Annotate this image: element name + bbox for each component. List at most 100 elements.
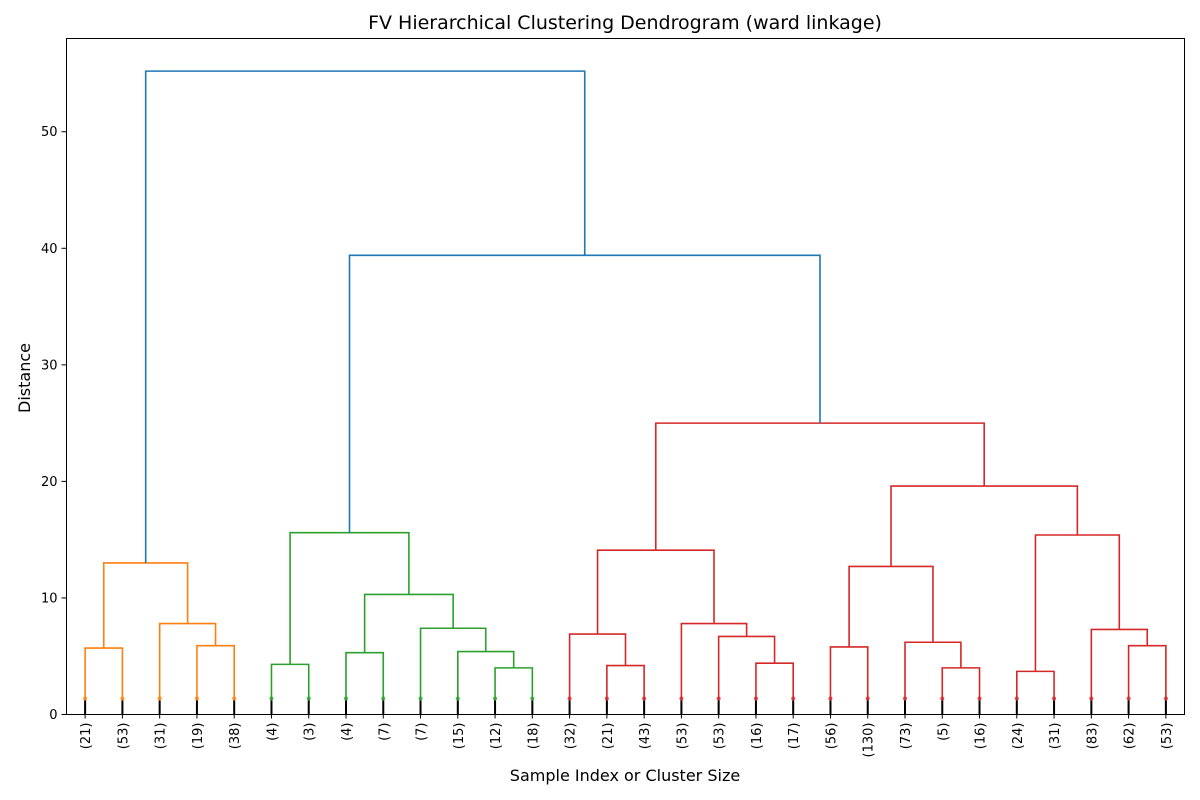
x-tick-label: (17) bbox=[787, 723, 802, 750]
leaf-point bbox=[1014, 696, 1019, 701]
dendrogram-link bbox=[419, 627, 487, 715]
leaf-point bbox=[1089, 696, 1094, 701]
x-tick-label: (53) bbox=[713, 723, 728, 750]
y-tick-label: 40 bbox=[41, 242, 58, 257]
dendrogram-link bbox=[158, 622, 217, 715]
y-tick-label: 50 bbox=[41, 125, 58, 140]
x-tick-label: (31) bbox=[154, 723, 169, 750]
x-tick-label: (24) bbox=[1011, 723, 1026, 750]
leaf-point bbox=[1163, 696, 1168, 701]
dendrogram-link bbox=[1034, 534, 1121, 672]
dendrogram-link bbox=[1127, 644, 1167, 715]
y-tick-label: 20 bbox=[41, 475, 58, 490]
y-axis-title: Distance bbox=[15, 343, 34, 413]
leaf-point bbox=[642, 696, 647, 701]
y-tick-label: 10 bbox=[41, 591, 58, 606]
dendrogram-link bbox=[1016, 670, 1055, 715]
dendrogram-link bbox=[1090, 628, 1149, 715]
x-tick-label: (31) bbox=[1048, 723, 1063, 750]
dendrogram-link bbox=[890, 485, 1079, 567]
leaf-point bbox=[83, 696, 88, 701]
leaf-point bbox=[940, 696, 945, 701]
x-tick-label: (53) bbox=[116, 723, 131, 750]
dendrogram-link bbox=[345, 651, 385, 715]
x-tick-label: (62) bbox=[1123, 723, 1138, 750]
leaf-point bbox=[418, 696, 423, 701]
leaf-point bbox=[530, 696, 535, 701]
dendrogram-link bbox=[196, 644, 235, 715]
x-tick-label: (18) bbox=[526, 723, 541, 750]
x-tick-label: (15) bbox=[452, 723, 467, 750]
dendrogram-link bbox=[717, 635, 776, 715]
plot-frame bbox=[66, 38, 1185, 715]
dendrogram-link bbox=[568, 633, 627, 715]
dendrogram-link bbox=[680, 622, 748, 715]
dendrogram-link bbox=[654, 422, 985, 551]
leaf-point bbox=[903, 696, 907, 701]
x-tick-label: (53) bbox=[1160, 723, 1175, 750]
dendrogram-link bbox=[904, 641, 962, 715]
leaf-point bbox=[269, 696, 274, 701]
x-tick-label: (16) bbox=[750, 723, 765, 750]
dendrogram-link bbox=[84, 647, 124, 715]
x-tick-label: (3) bbox=[303, 723, 318, 741]
leaf-point bbox=[455, 696, 460, 701]
leaf-point bbox=[753, 696, 758, 701]
leaf-point bbox=[679, 696, 684, 701]
leaf-point bbox=[791, 696, 796, 701]
leaf-point bbox=[1052, 696, 1057, 701]
dendrogram-link bbox=[363, 593, 454, 653]
leaf-point bbox=[493, 696, 498, 701]
x-tick-label: (4) bbox=[340, 723, 355, 741]
x-tick-label: (16) bbox=[974, 723, 989, 750]
dendrogram-link bbox=[289, 531, 410, 665]
y-axis: 0 10 20 30 40 50 bbox=[41, 125, 67, 723]
leaf-point bbox=[567, 696, 572, 701]
leaf-point bbox=[977, 696, 982, 701]
leaf-point bbox=[344, 696, 348, 701]
dendrogram-link bbox=[755, 662, 794, 715]
y-tick-label: 30 bbox=[41, 358, 58, 373]
x-axis-title: Sample Index or Cluster Size bbox=[510, 766, 740, 785]
x-tick-label: (38) bbox=[228, 723, 243, 750]
y-tick-label: 0 bbox=[49, 708, 57, 723]
leaf-point bbox=[716, 696, 721, 701]
x-tick-label: (130) bbox=[862, 723, 877, 758]
dendrogram-link bbox=[829, 646, 869, 715]
x-tick-label: (7) bbox=[377, 723, 392, 741]
leaf-point bbox=[157, 696, 162, 701]
leaf-point bbox=[1126, 696, 1131, 701]
x-tick-label: (7) bbox=[415, 723, 430, 741]
dendrogram-link bbox=[144, 70, 586, 563]
x-tick-label: (19) bbox=[191, 723, 206, 750]
x-tick-label: (21) bbox=[79, 723, 94, 750]
leaf-point bbox=[194, 696, 199, 701]
x-tick-label: (4) bbox=[265, 723, 280, 741]
x-tick-label: (73) bbox=[899, 723, 914, 750]
dendrogram-link bbox=[848, 565, 934, 647]
leaf-point bbox=[120, 696, 125, 701]
dendrogram-link bbox=[494, 667, 534, 715]
dendrogram-link bbox=[457, 650, 515, 715]
leaf-point bbox=[865, 696, 870, 701]
dendrogram-link bbox=[941, 667, 981, 715]
dendrogram-link bbox=[606, 664, 645, 715]
dendrogram-link bbox=[270, 663, 310, 715]
x-axis: (21) (53) (31) (19) (38) (4) (3) (4) (7) (7) (15) (… bbox=[79, 714, 1175, 758]
x-tick-label: (43) bbox=[638, 723, 653, 750]
x-tick-label: (53) bbox=[675, 723, 690, 750]
x-tick-label: (83) bbox=[1085, 723, 1100, 750]
dendrogram-link bbox=[348, 254, 821, 533]
dendrogram-links bbox=[84, 70, 1167, 715]
x-tick-label: (32) bbox=[564, 723, 579, 750]
leaf-point bbox=[306, 696, 311, 701]
x-tick-label: (5) bbox=[936, 723, 951, 741]
dendrogram-link bbox=[596, 549, 715, 635]
x-tick-label: (21) bbox=[601, 723, 616, 750]
leaf-marks bbox=[83, 696, 1168, 715]
leaf-point bbox=[828, 696, 833, 701]
chart-title: FV Hierarchical Clustering Dendrogram (w… bbox=[368, 12, 882, 34]
x-tick-label: (56) bbox=[824, 723, 839, 750]
leaf-point bbox=[604, 696, 609, 701]
